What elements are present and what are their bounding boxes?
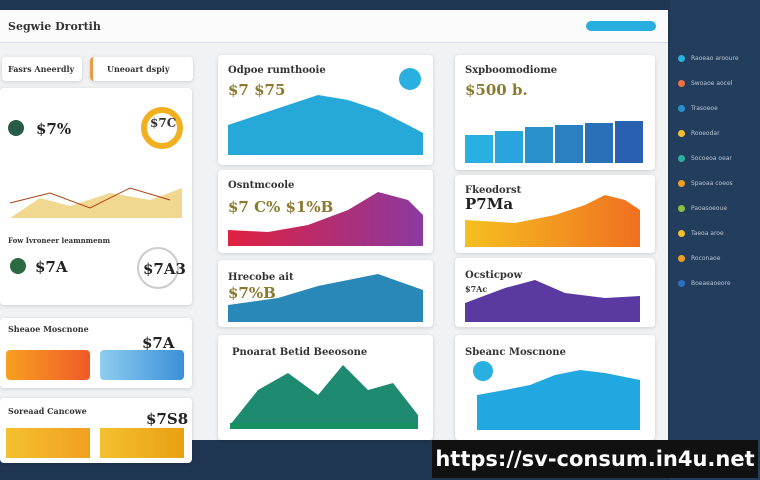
stat: $7% [36, 120, 72, 138]
chart-visual [228, 68, 423, 155]
caption: Fow Ivroneer leamnmenm [8, 236, 111, 245]
sidebar-label: Rooeodar [691, 130, 720, 137]
sidebar-item[interactable]: Roconaoe [678, 255, 720, 262]
sidebar-icon [678, 280, 685, 287]
watermark: https://sv-consum.in4u.net [432, 440, 758, 478]
sidebar-label: Paoasoeoue [691, 205, 728, 212]
sidebar-icon [678, 55, 685, 62]
sidebar-label: Spaoaa coeos [691, 180, 733, 187]
chart-visual [465, 121, 643, 163]
chart-card: Osntmcoole $7 C% $1%B [218, 170, 433, 253]
ring [137, 247, 179, 289]
chart-card: Sxpboomodiome $500 b. [455, 55, 655, 170]
summary-card: Soreaad Cancowe $7S8 [0, 398, 192, 463]
chart-visual [228, 192, 423, 246]
sidebar-label: Socoeoa oear [691, 155, 732, 162]
stat: $7A3 [143, 260, 186, 278]
chart-visual [465, 195, 640, 247]
search-button[interactable] [586, 21, 656, 31]
stat: $7C [150, 116, 177, 130]
sidebar-item[interactable]: Swoaoe aocel [678, 80, 732, 87]
stat: $7A [35, 258, 68, 276]
card-value: $7S8 [146, 410, 189, 428]
card-title: Hrecobe ait [228, 272, 294, 283]
card-value: $7%B [228, 284, 276, 302]
sidebar-item[interactable]: Rooeodar [678, 130, 720, 137]
sidebar-item[interactable]: Paoasoeoue [678, 205, 727, 212]
card-value: P7Ma [465, 195, 514, 213]
sidebar-icon [678, 155, 685, 162]
summary-card: Sheaoe Moscnone $7A [0, 318, 192, 388]
left-panel: $7% $7C Fow Ivroneer leamnmenm $7A $7A3 [0, 88, 192, 305]
sidebar-icon [678, 230, 685, 237]
left-visuals [8, 107, 183, 289]
card-value: $7 C% $1%B [228, 198, 334, 216]
chart-visual [228, 274, 423, 322]
app-title: Segwie Drortih [8, 20, 101, 33]
sidebar-label: Raoeao arooure [691, 55, 739, 62]
chart-card: Fkeodorst P7Ma [455, 175, 655, 253]
card-title: Sheaoe Moscnone [8, 324, 89, 334]
tile [6, 350, 90, 380]
card-title: Osntmcoole [228, 180, 295, 191]
tile [100, 350, 184, 380]
card-value: $7Ac [465, 284, 488, 294]
chart-card: Odpoe rumthooie $7 $75 [218, 55, 433, 165]
card-title: Soreaad Cancowe [8, 406, 87, 416]
tab-label: Uneoart dspiy [107, 64, 170, 74]
tile [100, 428, 184, 458]
tab[interactable]: Fasrs Aneerdly [2, 57, 82, 81]
sidebar-label: Swoaoe aocel [691, 80, 733, 87]
chart-visual [465, 280, 640, 322]
tab[interactable]: Uneoart dspiy [90, 57, 193, 81]
chart-visual [230, 365, 418, 429]
card-title: Pnoarat Betid Beeosone [232, 347, 368, 358]
sidebar-label: Taeoa aroe [691, 230, 724, 237]
sidebar-label: Trasoeoe [691, 105, 718, 112]
chart-visual [473, 361, 640, 430]
card-title: Ocsticpow [465, 270, 523, 281]
chart-card: Sbeanc Moscnone [455, 335, 655, 440]
chart-card: Ocsticpow $7Ac [455, 258, 655, 327]
line [9, 187, 171, 209]
card-title: Odpoe rumthooie [228, 65, 326, 76]
sidebar-icon [678, 105, 685, 112]
card-title: Fkeodorst [465, 185, 522, 196]
sidebar-label: Boeaeaoeore [691, 280, 731, 287]
sidebar-item[interactable]: Spaoaa coeos [678, 180, 733, 187]
icon [8, 120, 24, 136]
card-value: $7A [142, 334, 175, 352]
sidebar-label: Roconaoe [691, 255, 721, 262]
card-value: $500 b. [465, 81, 528, 99]
chart-card: Hrecobe ait $7%B [218, 260, 433, 327]
chart-card: Pnoarat Betid Beeosone [218, 335, 433, 440]
sidebar-item[interactable]: Raoeao arooure [678, 55, 739, 62]
icon [10, 258, 26, 274]
area [10, 188, 182, 218]
sidebar: Raoeao arooure Swoaoe aocel Trasoeoe Rooeod… [670, 0, 760, 480]
tile [6, 428, 90, 458]
sidebar-icon [678, 255, 685, 262]
sidebar-icon [678, 205, 685, 212]
ring [141, 107, 183, 149]
sidebar-item[interactable]: Socoeoa oear [678, 155, 732, 162]
card-value: $7 $75 [228, 81, 286, 99]
sidebar-item[interactable]: Taeoa aroe [678, 230, 724, 237]
card-title: Sxpboomodiome [465, 65, 558, 76]
header: Segwie Drortih [0, 10, 668, 43]
sidebar-item[interactable]: Trasoeoe [678, 105, 718, 112]
sidebar-icon [678, 180, 685, 187]
sidebar-item[interactable]: Boeaeaoeore [678, 280, 731, 287]
sidebar-icon [678, 130, 685, 137]
sidebar-icon [678, 80, 685, 87]
card-title: Sbeanc Moscnone [465, 347, 566, 358]
tab-label: Fasrs Aneerdly [8, 64, 75, 74]
